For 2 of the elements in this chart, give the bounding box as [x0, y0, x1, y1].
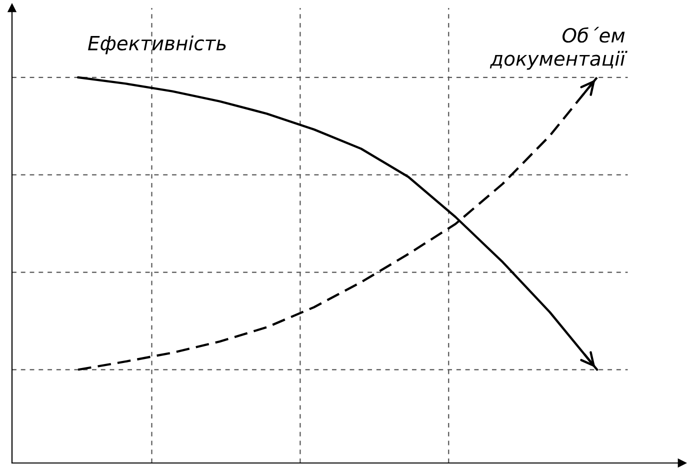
series-label: Об´ем документації [490, 26, 628, 70]
series-label: Ефективність [88, 35, 226, 54]
